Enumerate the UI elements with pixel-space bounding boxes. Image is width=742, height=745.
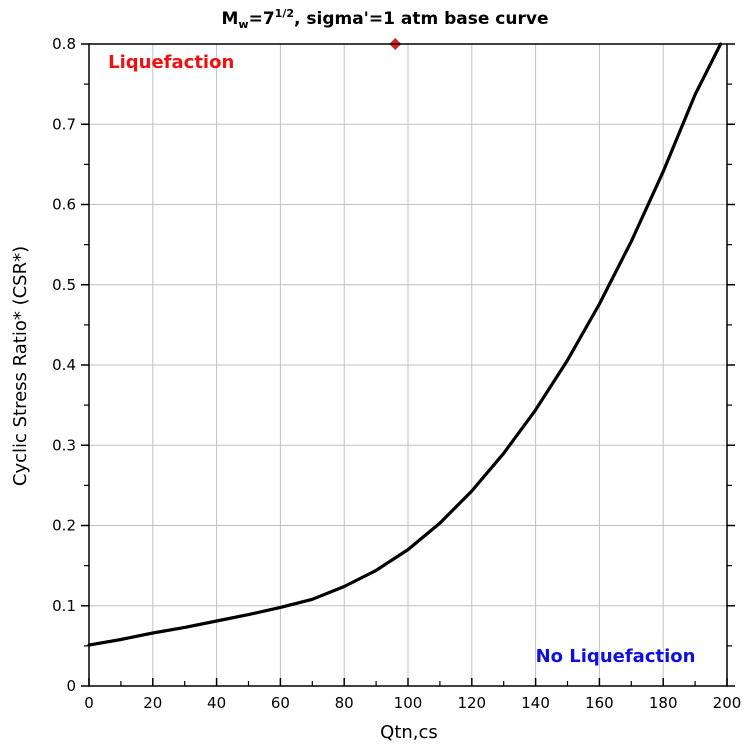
y-tick-label: 0.3 bbox=[52, 436, 76, 454]
x-tick-label: 40 bbox=[207, 694, 226, 712]
y-tick-label: 0.2 bbox=[52, 517, 76, 535]
x-tick-label: 160 bbox=[585, 694, 614, 712]
y-tick-label: 0.4 bbox=[52, 356, 76, 374]
x-tick-label: 200 bbox=[713, 694, 742, 712]
tick-labels: 0 20 40 60 80 100 120 140 160 180 200 0 0.1 0.2 0.3 0.4… bbox=[52, 35, 741, 712]
x-tick-label: 20 bbox=[143, 694, 162, 712]
grid bbox=[88, 43, 728, 687]
x-tick-label: 120 bbox=[457, 694, 486, 712]
y-tick-label: 0.7 bbox=[52, 115, 76, 133]
ticks bbox=[81, 43, 735, 687]
y-tick-label: 0 bbox=[66, 677, 76, 695]
y-axis-label: Cyclic Stress Ratio* (CSR*) bbox=[10, 246, 31, 486]
title-prefix: M bbox=[222, 9, 239, 29]
title-superscript: 1/2 bbox=[275, 7, 294, 20]
x-tick-label: 80 bbox=[335, 694, 354, 712]
chart-title: Mw=71/2, sigma'=1 atm base curve bbox=[222, 7, 549, 31]
series-layer bbox=[87, 42, 723, 647]
title-suffix: , sigma'=1 atm base curve bbox=[294, 9, 549, 29]
y-tick-label: 0.1 bbox=[52, 597, 76, 615]
series-line bbox=[87, 42, 723, 647]
y-tick-label: 0.6 bbox=[52, 196, 76, 214]
x-tick-label: 0 bbox=[84, 694, 94, 712]
x-tick-label: 60 bbox=[271, 694, 290, 712]
liquefaction-annotation: Liquefaction bbox=[108, 52, 234, 73]
x-tick-label: 100 bbox=[394, 694, 423, 712]
title-subscript: w bbox=[238, 18, 248, 31]
x-tick-label: 140 bbox=[521, 694, 550, 712]
x-axis-label: Qtn,cs bbox=[380, 722, 438, 743]
no-liquefaction-annotation: No Liquefaction bbox=[536, 646, 696, 667]
x-tick-label: 180 bbox=[649, 694, 678, 712]
y-tick-label: 0.5 bbox=[52, 276, 76, 294]
y-tick-label: 0.8 bbox=[52, 35, 76, 53]
title-middle: =7 bbox=[249, 9, 275, 29]
